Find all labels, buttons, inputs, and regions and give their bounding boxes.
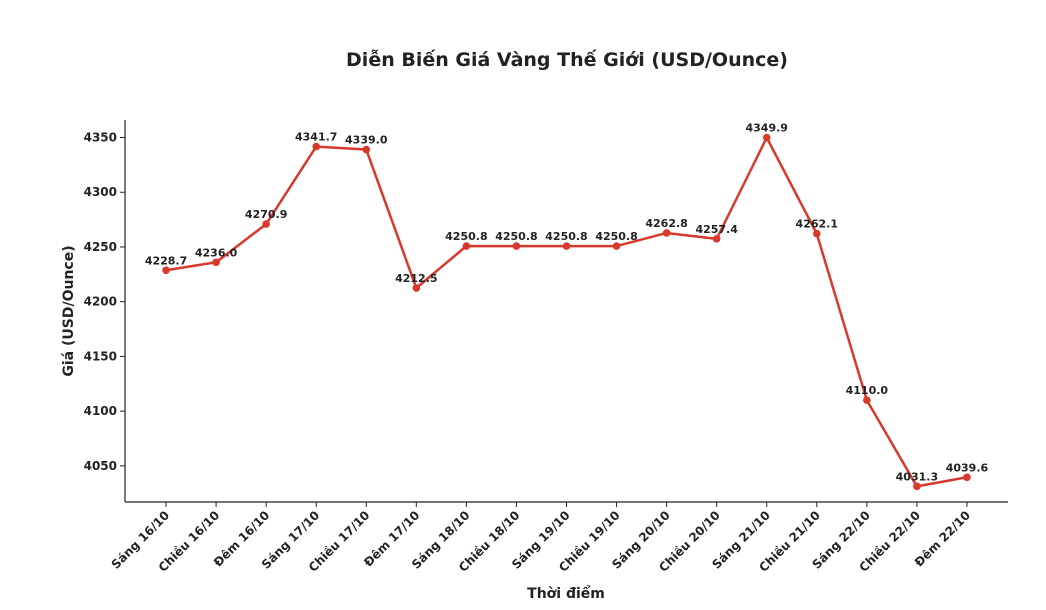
chart-title: Diễn Biến Giá Vàng Thế Giới (USD/Ounce) xyxy=(346,47,788,71)
data-label: 4262.8 xyxy=(645,217,687,230)
data-label: 4110.0 xyxy=(846,384,889,397)
point xyxy=(662,229,671,237)
point xyxy=(412,284,421,292)
data-label: 4250.8 xyxy=(595,230,637,243)
data-label: 4341.7 xyxy=(295,131,337,144)
point xyxy=(312,142,321,151)
y-tick-label: 4200 xyxy=(84,295,117,309)
data-label: 4250.8 xyxy=(545,230,587,243)
data-label: 4257.4 xyxy=(695,223,738,236)
data-label: 4212.5 xyxy=(395,272,437,285)
point xyxy=(512,242,521,250)
y-tick-label: 4350 xyxy=(84,131,117,145)
point xyxy=(963,473,971,482)
data-label: 4339.0 xyxy=(345,134,388,147)
data-label: 4228.7 xyxy=(145,254,187,267)
x-axis-label: Thời điểm xyxy=(527,585,605,602)
data-label: 4270.9 xyxy=(245,208,287,221)
point xyxy=(162,266,170,275)
data-label: 4250.8 xyxy=(445,230,487,243)
point xyxy=(462,242,471,250)
y-tick-label: 4300 xyxy=(84,185,117,199)
y-tick-label: 4100 xyxy=(84,404,117,418)
data-label: 4236.0 xyxy=(195,246,238,259)
data-label: 4031.3 xyxy=(896,470,938,483)
point xyxy=(212,258,220,267)
line xyxy=(165,136,968,488)
data-label: 4250.8 xyxy=(495,230,537,243)
data-label: 4039.6 xyxy=(946,461,989,474)
y-tick-label: 4050 xyxy=(84,459,117,473)
y-tick-label: 4150 xyxy=(84,349,117,363)
point xyxy=(762,133,771,142)
y-tick-label: 4250 xyxy=(84,240,117,254)
point xyxy=(562,242,571,250)
data-label: 4349.9 xyxy=(746,122,788,135)
point xyxy=(812,229,821,238)
y-axis-label: Giá (USD/Ounce) xyxy=(61,245,77,376)
point xyxy=(612,242,621,250)
point xyxy=(712,235,721,243)
point xyxy=(262,220,270,228)
data-label: 4262.1 xyxy=(796,218,838,231)
point xyxy=(362,145,371,154)
point xyxy=(863,396,871,405)
point xyxy=(913,482,921,491)
